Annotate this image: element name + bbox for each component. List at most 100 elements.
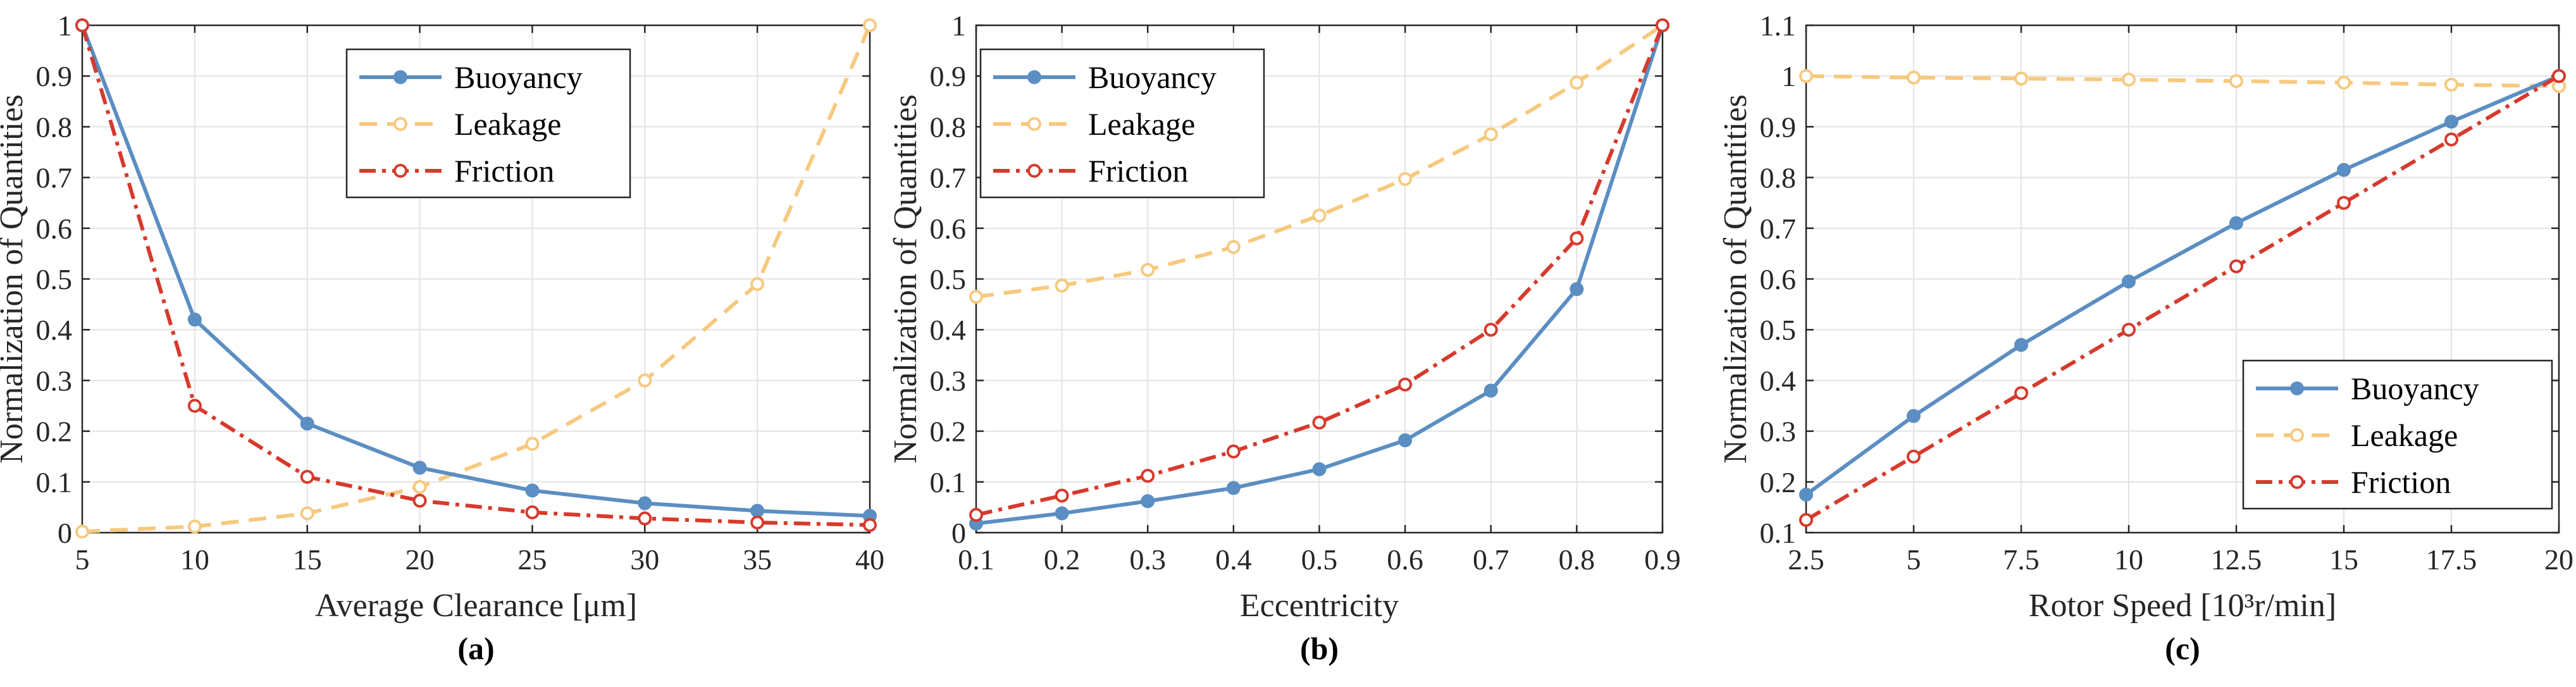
x-tick-label: 5: [1907, 543, 1921, 576]
data-point-buoyancy: [1055, 506, 1069, 521]
data-point-friction: [1398, 377, 1413, 392]
data-point-buoyancy: [525, 483, 540, 498]
data-point-friction: [1055, 488, 1069, 503]
data-point-friction: [2444, 132, 2458, 147]
y-tick-label: 1: [1781, 60, 1796, 92]
data-point-friction: [300, 469, 314, 484]
legend-marker-friction: [1027, 164, 1041, 178]
y-tick-label: 0.1: [1760, 517, 1797, 549]
legend-label-buoyancy: Buoyancy: [2351, 371, 2479, 406]
data-point-leakage: [187, 519, 202, 534]
data-point-leakage: [2014, 71, 2028, 86]
data-point-friction: [412, 493, 427, 508]
x-tick-label: 20: [2544, 543, 2573, 576]
x-axis-label: Rotor Speed [10³r/min]: [2029, 588, 2336, 624]
data-point-buoyancy: [1398, 433, 1413, 448]
y-tick-label: 0.1: [930, 466, 967, 498]
data-point-leakage: [1799, 69, 1813, 84]
legend-label-leakage: Leakage: [1088, 106, 1195, 142]
legend-label-friction: Friction: [1088, 153, 1188, 189]
y-tick-label: 0.5: [1760, 314, 1797, 346]
y-tick-label: 0.2: [930, 416, 967, 448]
data-point-leakage: [1907, 70, 1921, 85]
x-axis-label: Eccentricity: [1240, 588, 1399, 624]
series-line-buoyancy: [80, 24, 870, 518]
y-tick-label: 0.7: [930, 162, 967, 194]
y-tick-label: 0.3: [36, 364, 73, 397]
data-point-leakage: [1055, 278, 1069, 293]
data-point-leakage: [1398, 172, 1413, 187]
data-point-leakage: [2122, 72, 2136, 87]
y-axis-label: Normalization of Quantities: [0, 94, 30, 463]
y-axis-label: Normalization of Quantities: [888, 94, 924, 463]
series-line-leakage: [1805, 74, 2560, 89]
y-tick-label: 0.6: [930, 213, 967, 245]
y-tick-label: 1.1: [1760, 9, 1797, 42]
legend-label-leakage: Leakage: [2351, 418, 2458, 453]
x-tick-label: 10: [180, 543, 209, 576]
data-point-friction: [2552, 69, 2566, 84]
x-tick-label: 12.5: [2211, 543, 2262, 576]
data-point-buoyancy: [2014, 338, 2028, 352]
series-line-friction: [80, 25, 870, 527]
y-tick-label: 0.2: [1760, 466, 1797, 498]
data-point-buoyancy: [2337, 163, 2351, 177]
data-point-leakage: [75, 524, 89, 539]
data-point-friction: [1907, 449, 1921, 464]
y-tick-label: 0.9: [1760, 111, 1797, 143]
data-point-buoyancy: [1226, 481, 1241, 495]
y-tick-label: 0.4: [1760, 364, 1797, 397]
data-point-buoyancy: [187, 313, 202, 327]
data-point-friction: [750, 515, 765, 529]
legend-marker-buoyancy: [1027, 70, 1041, 84]
x-tick-label: 0.3: [1130, 543, 1167, 576]
legend-marker-friction: [393, 164, 407, 178]
data-point-friction: [2014, 386, 2028, 400]
x-tick-label: 0.6: [1387, 543, 1423, 576]
y-tick-label: 0.8: [36, 111, 73, 143]
data-point-leakage: [969, 290, 983, 304]
y-tick-label: 0.8: [1760, 162, 1797, 194]
data-point-friction: [1312, 415, 1327, 430]
data-point-friction: [969, 507, 983, 522]
legend-label-buoyancy: Buoyancy: [454, 59, 583, 95]
data-point-friction: [1226, 444, 1241, 459]
y-tick-label: 0: [58, 517, 72, 549]
data-point-buoyancy: [1483, 383, 1498, 398]
x-tick-label: 15: [293, 543, 322, 576]
data-point-leakage: [2444, 77, 2458, 92]
data-point-friction: [638, 511, 652, 526]
x-tick-label: 40: [855, 543, 884, 576]
data-point-friction: [1141, 469, 1155, 483]
data-point-leakage: [1570, 75, 1584, 90]
y-tick-label: 0.4: [930, 314, 967, 346]
data-point-leakage: [863, 18, 877, 32]
data-point-buoyancy: [1907, 409, 1921, 423]
legend-marker-friction: [2290, 475, 2304, 489]
legend-label-friction: Friction: [2351, 464, 2451, 500]
series-line-buoyancy: [1805, 74, 2560, 497]
x-tick-label: 0.8: [1559, 543, 1595, 576]
data-point-leakage: [1226, 240, 1241, 254]
data-point-friction: [187, 399, 202, 413]
data-point-friction: [2337, 195, 2351, 210]
y-axis-label: Normalization of Quantities: [1718, 94, 1754, 463]
data-point-leakage: [638, 373, 652, 388]
data-point-buoyancy: [750, 504, 765, 518]
data-point-leakage: [750, 277, 765, 292]
y-tick-label: 0.1: [36, 466, 73, 498]
y-tick-label: 1: [951, 9, 966, 42]
series-line-leakage: [975, 23, 1664, 299]
legend-marker-leakage: [393, 117, 407, 131]
data-point-buoyancy: [1570, 282, 1584, 297]
x-tick-label: 7.5: [2003, 543, 2040, 576]
y-tick-label: 0.5: [36, 263, 73, 295]
data-point-leakage: [412, 480, 427, 494]
legend-label-buoyancy: Buoyancy: [1088, 59, 1217, 95]
x-tick-label: 35: [743, 543, 772, 576]
data-point-friction: [1570, 231, 1584, 245]
x-tick-label: 2.5: [1788, 543, 1824, 576]
series-line-leakage: [82, 24, 872, 534]
data-point-leakage: [2229, 74, 2243, 89]
